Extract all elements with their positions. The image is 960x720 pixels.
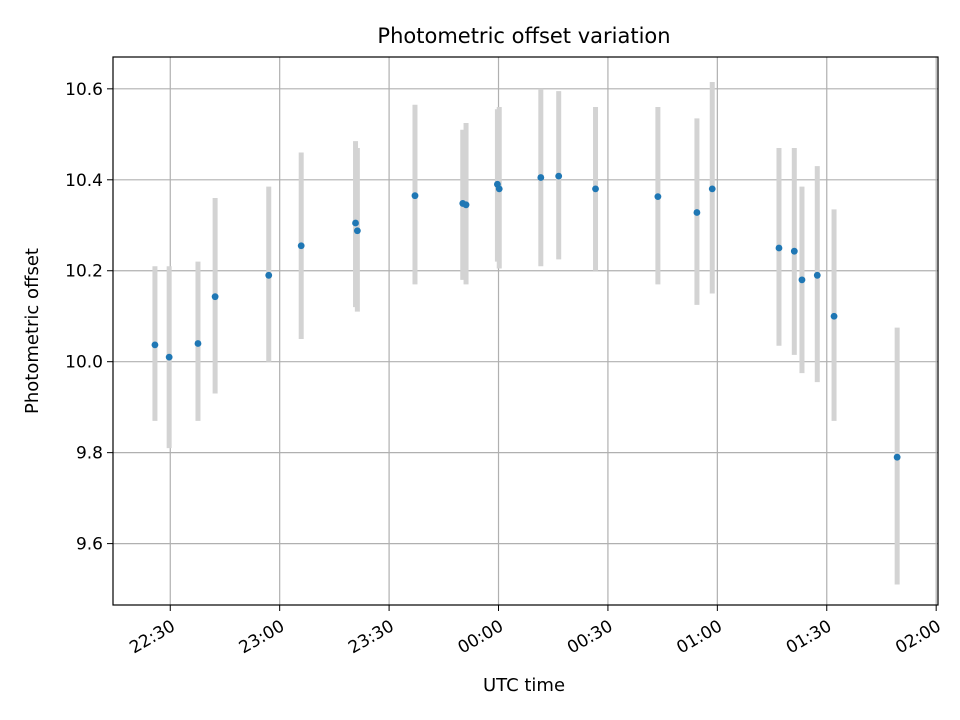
data-point — [352, 219, 359, 227]
y-axis-ticks: 9.6 9.8 10.0 10.2 10.4 10.6 — [65, 80, 113, 555]
data-point — [297, 242, 305, 250]
data-point — [495, 185, 503, 193]
data-point — [830, 312, 838, 320]
data-point — [353, 227, 361, 235]
y-tick-label: 10.0 — [65, 353, 103, 373]
data-point — [411, 192, 419, 200]
plot-frame — [112, 56, 939, 606]
y-tick-label: 9.8 — [76, 444, 103, 464]
data-point — [654, 193, 662, 201]
y-axis-label: Photometric offset — [22, 248, 43, 414]
data-point — [211, 293, 219, 301]
data-point — [708, 185, 716, 193]
data-points — [151, 172, 901, 461]
data-point — [165, 353, 173, 361]
y-tick-label: 9.6 — [76, 535, 103, 555]
data-point — [151, 341, 159, 349]
data-point — [537, 174, 545, 181]
data-point — [813, 271, 821, 279]
y-tick-label: 10.6 — [65, 80, 103, 100]
data-point — [592, 185, 599, 193]
data-point — [790, 247, 798, 255]
data-point — [194, 340, 202, 347]
data-point — [462, 201, 470, 209]
data-point — [798, 276, 806, 284]
y-tick-label: 10.2 — [65, 262, 103, 282]
data-point — [893, 453, 901, 461]
y-tick-label: 10.4 — [65, 171, 103, 191]
data-point — [775, 244, 783, 252]
data-point — [693, 209, 701, 216]
data-point — [265, 271, 273, 279]
chart-title: Photometric offset variation — [377, 24, 670, 48]
x-axis-label: UTC time — [483, 675, 565, 696]
data-point — [555, 172, 563, 180]
